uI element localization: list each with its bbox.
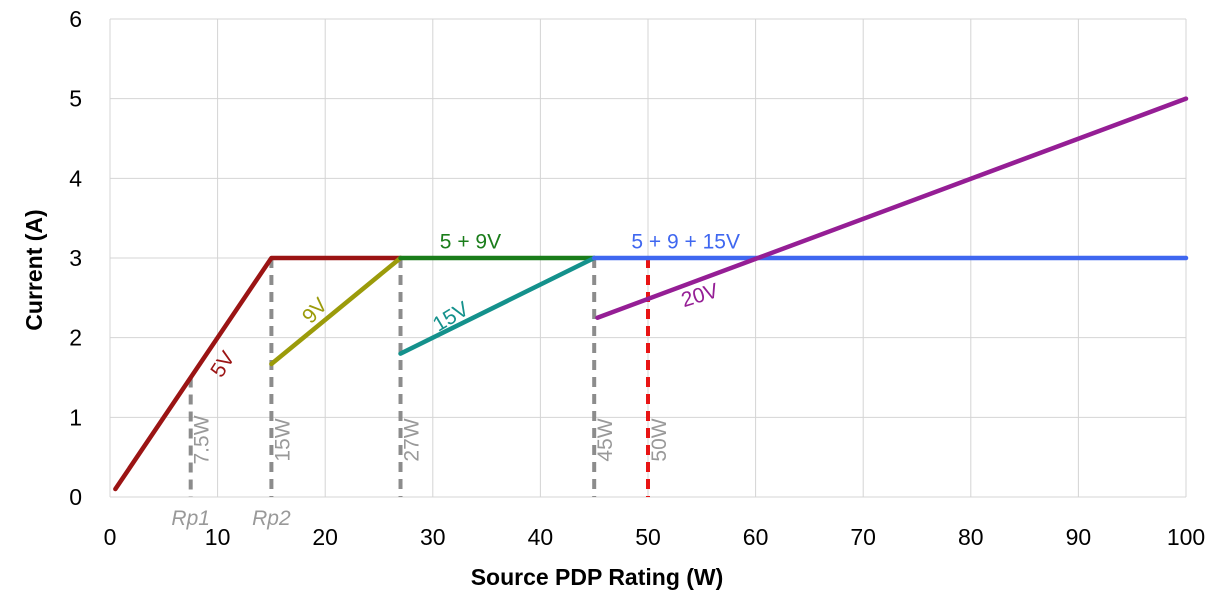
reference-line-label: 15W [271, 418, 294, 461]
series-lines [113, 96, 1189, 492]
series-line [595, 96, 1189, 320]
y-tick-labels: 0 1 2 3 4 5 6 [69, 6, 82, 510]
x-tick-label: 50 [635, 524, 661, 550]
y-tick-label: 5 [69, 86, 82, 112]
reference-line-label: 7.5W [191, 415, 214, 464]
x-tick-label: 40 [528, 524, 554, 550]
x-tick-label: 60 [743, 524, 769, 550]
rp-label: Rp2 [252, 507, 291, 530]
x-tick-label: 90 [1066, 524, 1092, 550]
x-tick-label: 30 [420, 524, 446, 550]
reference-line-label: 50W [648, 418, 671, 461]
series-label: 5 + 9V [440, 230, 501, 253]
y-axis-title: Current (A) [21, 209, 47, 330]
reference-line-label: 45W [594, 418, 617, 461]
x-tick-label: 80 [958, 524, 984, 550]
x-axis-title: Source PDP Rating (W) [471, 564, 724, 590]
x-tick-label: 100 [1167, 524, 1205, 550]
x-tick-label: 10 [205, 524, 231, 550]
x-tick-label: 70 [850, 524, 876, 550]
reference-line-labels: 7.5W 15W 27W 45W 50W [191, 415, 671, 464]
series-line [398, 255, 597, 356]
reference-line-label: 27W [401, 418, 424, 461]
x-tick-label: 0 [104, 524, 117, 550]
series-label: 5 + 9 + 15V [631, 230, 740, 253]
series-label: 9V [298, 294, 332, 328]
y-tick-label: 2 [69, 325, 82, 351]
x-tick-label: 20 [312, 524, 338, 550]
y-tick-label: 0 [69, 484, 82, 510]
y-tick-label: 1 [69, 404, 82, 430]
series-line [269, 255, 403, 367]
rp-label: Rp1 [171, 507, 210, 530]
y-tick-label: 3 [69, 245, 82, 271]
x-tick-labels: 0 10 20 30 40 50 60 70 80 90 100 [104, 524, 1206, 550]
y-tick-label: 4 [69, 165, 82, 191]
series-line [113, 255, 403, 492]
rp-labels: Rp1 Rp2 [171, 507, 291, 530]
y-tick-label: 6 [69, 6, 82, 32]
series-label: 5V [206, 347, 239, 381]
